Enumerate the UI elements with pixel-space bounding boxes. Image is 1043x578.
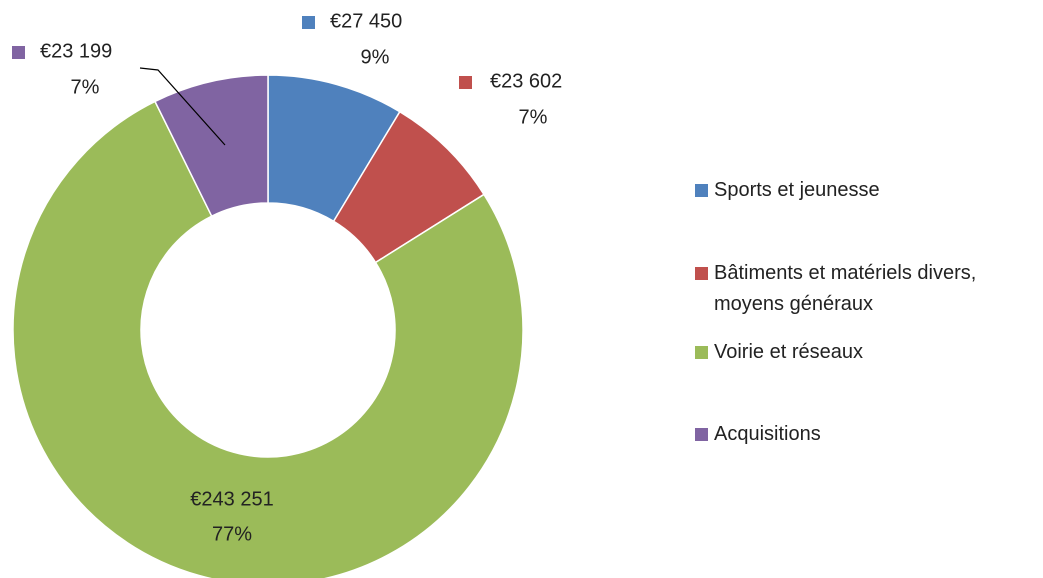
label-marker — [302, 16, 315, 29]
value-label: €243 251 — [190, 488, 273, 510]
value-label: €27 450 — [330, 10, 402, 32]
label-marker — [12, 46, 25, 59]
legend-swatch — [695, 428, 708, 441]
legend-label: Bâtiments et matériels divers, moyens gé… — [714, 262, 977, 315]
leader-line — [139, 67, 226, 146]
value-label: €23 199 — [40, 40, 112, 62]
value-label: €23 602 — [490, 70, 562, 92]
legend-item: Acquisitions — [695, 419, 1025, 450]
percent-label: 7% — [71, 76, 100, 98]
legend-label: Voirie et réseaux — [714, 341, 863, 363]
slice — [153, 74, 269, 218]
percent-label: 77% — [212, 523, 252, 545]
percent-label: 9% — [361, 46, 390, 68]
legend-swatch — [695, 267, 708, 280]
legend-swatch — [695, 346, 708, 359]
legend-item: Sports et jeunesse — [695, 175, 1025, 206]
legend-label: Sports et jeunesse — [714, 179, 880, 201]
label-marker — [459, 76, 472, 89]
slice — [12, 100, 524, 578]
legend-label: Acquisitions — [714, 423, 821, 445]
legend-swatch — [695, 184, 708, 197]
legend-item: Bâtiments et matériels divers, moyens gé… — [695, 258, 1025, 320]
percent-label: 7% — [519, 106, 548, 128]
legend-item: Voirie et réseaux — [695, 337, 1025, 368]
